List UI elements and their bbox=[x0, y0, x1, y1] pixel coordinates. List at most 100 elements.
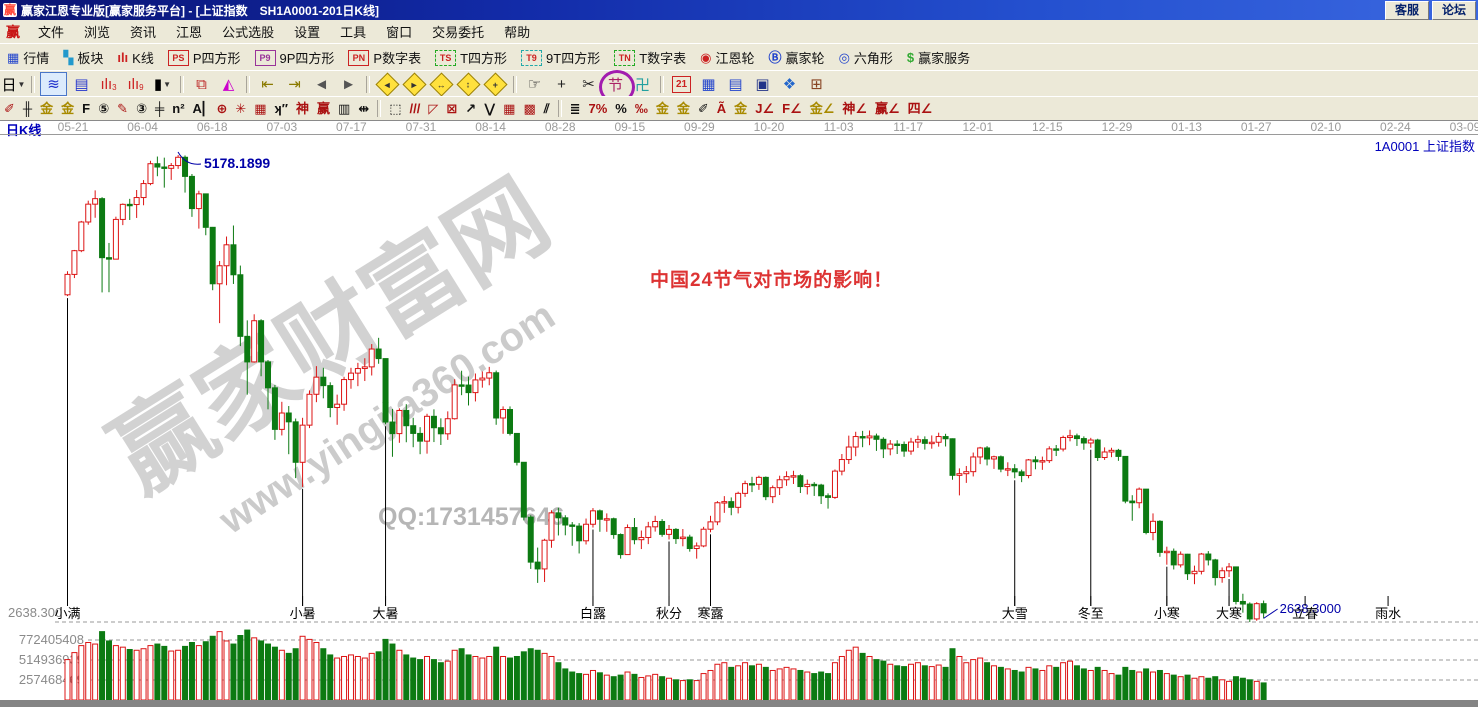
gann-grid-tool[interactable]: ▦ bbox=[503, 100, 516, 116]
j-angle-tool[interactable]: J∠ bbox=[755, 100, 775, 116]
bottom-scrollbar[interactable] bbox=[0, 700, 1478, 707]
menu-item-6[interactable]: 工具 bbox=[340, 25, 367, 40]
fan-lines-tool[interactable]: /// bbox=[409, 100, 421, 116]
gold-rail-tool-2[interactable]: 金 bbox=[61, 100, 75, 116]
notebook-button[interactable]: ▤ bbox=[723, 73, 748, 95]
p-square-button[interactable]: PS P四方形 bbox=[161, 48, 248, 67]
square-number-tool[interactable]: n² bbox=[172, 100, 185, 116]
menu-item-0[interactable]: 文件 bbox=[38, 25, 65, 40]
volume-bar bbox=[237, 635, 244, 701]
bars-3-icon[interactable]: ılı 3 bbox=[96, 73, 121, 95]
ying-angle-tool[interactable]: 赢∠ bbox=[875, 100, 900, 116]
rail-tool-2[interactable]: ╪ bbox=[155, 100, 165, 116]
last-bar-button[interactable]: ⇥ bbox=[282, 73, 307, 95]
solar-terms-button[interactable]: 节 bbox=[599, 70, 635, 104]
ying-tool[interactable]: 赢 bbox=[317, 100, 331, 116]
bars-9-icon[interactable]: ılı 9 bbox=[123, 73, 148, 95]
period-day-button[interactable]: 日 ▼ bbox=[1, 73, 26, 95]
f-angle-tool[interactable]: F∠ bbox=[782, 100, 802, 116]
calendar-button[interactable]: 21 bbox=[669, 73, 694, 95]
pan-left-button[interactable]: ◄ bbox=[375, 71, 400, 97]
gold-under-tool[interactable]: 金 bbox=[734, 100, 748, 116]
transfer-button[interactable]: ⊞ bbox=[804, 73, 829, 95]
t-number-button[interactable]: TN T数字表 bbox=[607, 48, 693, 67]
menu-item-9[interactable]: 帮助 bbox=[504, 25, 531, 40]
three-tool[interactable]: ③ bbox=[136, 100, 148, 116]
prev-bar-button[interactable]: ◄ bbox=[309, 73, 334, 95]
save-button[interactable]: ▣ bbox=[750, 73, 775, 95]
info-view-icon[interactable]: ▤ bbox=[69, 73, 94, 95]
zoom-v-button[interactable]: ↕ bbox=[456, 71, 481, 97]
arrow-rays-tool[interactable]: ↗ bbox=[465, 100, 477, 116]
crosshair-button[interactable]: + bbox=[549, 73, 574, 95]
trend-chart-icon[interactable]: ≋ bbox=[40, 72, 67, 96]
menu-item-7[interactable]: 窗口 bbox=[386, 25, 413, 40]
customer-service-button[interactable]: 客服 bbox=[1384, 0, 1429, 20]
ruler-tool[interactable]: ▥ bbox=[338, 100, 351, 116]
k-mark-tool[interactable]: ʞ″ bbox=[274, 100, 289, 116]
multi-window-icon[interactable]: ⧉ bbox=[189, 73, 214, 95]
parallel-lines-tool[interactable]: ⫽ bbox=[543, 100, 550, 116]
move-all-button[interactable]: + bbox=[483, 71, 508, 97]
gann-tool-button[interactable]: 卍 bbox=[630, 73, 655, 95]
letter-gate-tool[interactable]: A⎢ bbox=[192, 100, 209, 116]
hexagon-button[interactable]: ◎ 六角形 bbox=[832, 48, 900, 67]
shen-angle-tool[interactable]: 神∠ bbox=[842, 100, 867, 116]
draw-pen-tool[interactable]: ✐ bbox=[4, 100, 15, 116]
gold-circle-tool[interactable]: 金 bbox=[655, 100, 669, 116]
volume-bar bbox=[1239, 677, 1246, 701]
winner-service-button[interactable]: $ 赢家服务 bbox=[900, 48, 977, 67]
sectors-button[interactable]: ▚ 板块 bbox=[56, 48, 110, 67]
shen-tool[interactable]: 神 bbox=[296, 100, 310, 116]
four-angle-tool[interactable]: 四∠ bbox=[907, 100, 933, 116]
menu-item-8[interactable]: 交易委托 bbox=[432, 25, 485, 40]
gold-angle-tool[interactable]: 金∠ bbox=[809, 100, 835, 116]
menu-item-4[interactable]: 公式选股 bbox=[222, 25, 275, 40]
span-tool[interactable]: ⇹ bbox=[358, 100, 370, 116]
color-chart-icon[interactable]: ◭ bbox=[216, 73, 241, 95]
quotes-button[interactable]: ▦ 行情 bbox=[0, 48, 56, 67]
next-bar-button[interactable]: ► bbox=[336, 73, 361, 95]
fib-rail-tool[interactable]: F bbox=[82, 100, 91, 116]
web-square-tool[interactable]: ▦ bbox=[254, 100, 267, 116]
candle-style-button[interactable]: ▮ ▼ bbox=[150, 73, 175, 95]
menu-item-3[interactable]: 江恩 bbox=[176, 25, 203, 40]
gold-line-tool[interactable]: 金 bbox=[676, 100, 690, 116]
gann-wheel-button[interactable]: ◉ 江恩轮 bbox=[693, 48, 761, 67]
menu-item-2[interactable]: 资讯 bbox=[130, 25, 157, 40]
rail-tool-1[interactable]: ╫ bbox=[22, 100, 33, 116]
first-bar-button[interactable]: ⇤ bbox=[255, 73, 280, 95]
kline-button[interactable]: ılı K线 bbox=[110, 48, 161, 67]
box-tool[interactable]: ⬚ bbox=[389, 100, 402, 116]
fan-square-tool[interactable]: ⊠ bbox=[446, 100, 458, 116]
p-number-button[interactable]: PN P数字表 bbox=[341, 48, 428, 67]
t9-square-button[interactable]: T9 9T四方形 bbox=[514, 48, 607, 67]
mark-pen-tool[interactable]: ✐ bbox=[697, 100, 709, 116]
gold-rail-tool-1[interactable]: 金 bbox=[40, 100, 54, 116]
winner-wheel-button[interactable]: Ⓑ 赢家轮 bbox=[762, 48, 832, 67]
forum-button[interactable]: 论坛 bbox=[1431, 0, 1476, 20]
five-tool[interactable]: ⑤ bbox=[98, 100, 110, 116]
levels-tool[interactable]: ≣ bbox=[569, 100, 581, 116]
zigzag-tool[interactable]: ⋁ bbox=[484, 100, 496, 116]
circle-cross-tool[interactable]: ⊕ bbox=[216, 100, 228, 116]
permille-tool[interactable]: ‰ bbox=[634, 100, 648, 116]
pan-right-button[interactable]: ► bbox=[402, 71, 427, 97]
gann-box-tool[interactable]: ▩ bbox=[523, 100, 536, 116]
menu-item-5[interactable]: 设置 bbox=[294, 25, 321, 40]
web-tool[interactable]: ✳ bbox=[235, 100, 247, 116]
wave-letter-tool[interactable]: Ã bbox=[716, 100, 727, 116]
brush-tool[interactable]: ✎ bbox=[117, 100, 129, 116]
p9-square-button[interactable]: P9 9P四方形 bbox=[248, 48, 342, 67]
zoom-h-button[interactable]: ↔ bbox=[429, 71, 454, 97]
fan-box-tool[interactable]: ◸ bbox=[428, 100, 439, 116]
t-square-button[interactable]: TS T四方形 bbox=[428, 48, 514, 67]
cut-tool-button[interactable]: ✂ bbox=[576, 73, 601, 95]
percent-tool[interactable]: % bbox=[615, 100, 627, 116]
network-button[interactable]: ❖ bbox=[777, 73, 802, 95]
calculator-button[interactable]: ▦ bbox=[696, 73, 721, 95]
menu-item-1[interactable]: 浏览 bbox=[84, 25, 111, 40]
hand-tool-button[interactable]: ☞ bbox=[522, 73, 547, 95]
seven-percent-tool[interactable]: 7% bbox=[588, 100, 608, 116]
